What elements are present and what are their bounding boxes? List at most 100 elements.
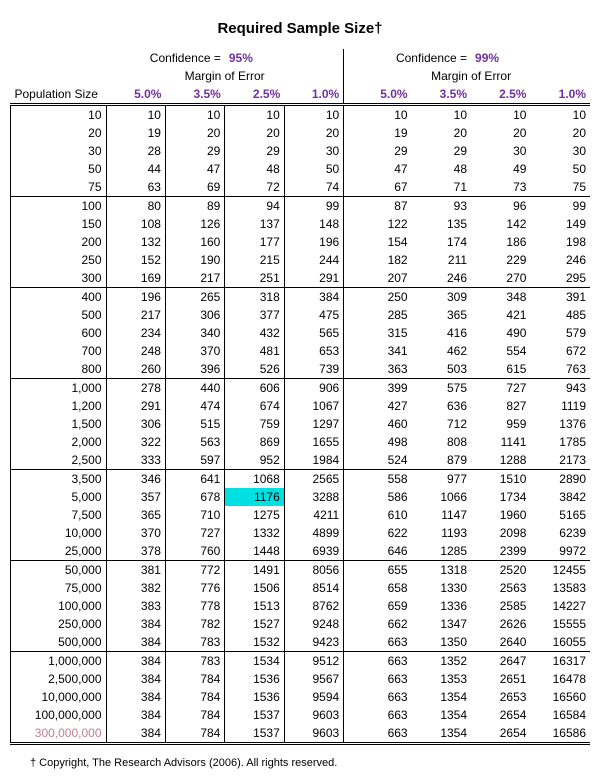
data-cell: 663 — [352, 706, 411, 724]
table-row: 756369727467717375 — [11, 178, 591, 197]
margin-header: 1.0% — [530, 85, 590, 105]
data-cell: 207 — [352, 269, 411, 288]
data-cell: 503 — [412, 360, 471, 379]
data-cell: 6939 — [284, 542, 343, 561]
data-cell: 2585 — [471, 597, 530, 615]
data-cell: 1352 — [412, 652, 471, 671]
population-cell: 1,000 — [11, 379, 107, 398]
data-cell: 265 — [165, 288, 224, 307]
data-cell: 490 — [471, 324, 530, 342]
data-cell: 15555 — [530, 615, 590, 633]
data-cell: 485 — [530, 306, 590, 324]
data-cell: 285 — [352, 306, 411, 324]
table-row: 400196265318384250309348391 — [11, 288, 591, 307]
confidence-value-99: 99% — [471, 49, 590, 67]
data-cell: 1534 — [225, 652, 284, 671]
table-row: 25,00037876014486939646128523999972 — [11, 542, 591, 561]
data-cell: 462 — [412, 342, 471, 360]
population-cell: 150 — [11, 215, 107, 233]
data-cell: 196 — [106, 288, 165, 307]
data-cell: 662 — [352, 615, 411, 633]
data-cell: 663 — [352, 670, 411, 688]
data-cell: 16560 — [530, 688, 590, 706]
data-cell: 20 — [165, 124, 224, 142]
data-cell: 8514 — [284, 579, 343, 597]
table-row: 250152190215244182211229246 — [11, 251, 591, 269]
data-cell: 515 — [165, 415, 224, 433]
table-row: 50,000381772149180566551318252012455 — [11, 561, 591, 580]
population-cell: 800 — [11, 360, 107, 379]
data-cell: 87 — [352, 197, 411, 216]
data-cell: 14227 — [530, 597, 590, 615]
data-cell: 1350 — [412, 633, 471, 652]
data-cell: 1066 — [412, 488, 471, 506]
data-cell: 28 — [106, 142, 165, 160]
data-cell: 784 — [165, 724, 224, 744]
margin-error-label-99: Margin of Error — [352, 67, 590, 85]
population-cell: 500 — [11, 306, 107, 324]
data-cell: 554 — [471, 342, 530, 360]
table-row: 100,000,00038478415379603663135426541658… — [11, 706, 591, 724]
data-cell: 1193 — [412, 524, 471, 542]
data-cell: 63 — [106, 178, 165, 197]
data-cell: 50 — [284, 160, 343, 178]
data-cell: 674 — [225, 397, 284, 415]
data-cell: 622 — [352, 524, 411, 542]
population-cell: 50,000 — [11, 561, 107, 580]
data-cell: 641 — [165, 470, 224, 489]
data-cell: 563 — [165, 433, 224, 451]
data-cell: 959 — [471, 415, 530, 433]
data-cell: 248 — [106, 342, 165, 360]
data-cell: 1506 — [225, 579, 284, 597]
data-cell: 108 — [106, 215, 165, 233]
data-cell: 149 — [530, 215, 590, 233]
data-cell: 384 — [106, 633, 165, 652]
data-cell: 586 — [352, 488, 411, 506]
data-cell: 154 — [352, 233, 411, 251]
data-cell: 2565 — [284, 470, 343, 489]
data-cell: 346 — [106, 470, 165, 489]
data-cell: 2626 — [471, 615, 530, 633]
data-cell: 1537 — [225, 706, 284, 724]
data-cell: 524 — [352, 451, 411, 470]
table-row: 2,500,000384784153695676631353265116478 — [11, 670, 591, 688]
data-cell: 1960 — [471, 506, 530, 524]
data-cell: 340 — [165, 324, 224, 342]
data-cell: 9972 — [530, 542, 590, 561]
data-cell: 3842 — [530, 488, 590, 506]
data-cell: 384 — [106, 706, 165, 724]
margin-header: 3.5% — [412, 85, 471, 105]
table-row: 3,5003466411068256555897715102890 — [11, 470, 591, 489]
table-row: 300,000,00038478415379603663135426541658… — [11, 724, 591, 744]
data-cell: 2654 — [471, 706, 530, 724]
data-cell: 291 — [284, 269, 343, 288]
margin-header: 2.5% — [471, 85, 530, 105]
table-row: 600234340432565315416490579 — [11, 324, 591, 342]
data-cell: 29 — [352, 142, 411, 160]
data-cell: 74 — [284, 178, 343, 197]
data-cell: 44 — [106, 160, 165, 178]
data-cell: 655 — [352, 561, 411, 580]
data-cell: 383 — [106, 597, 165, 615]
data-cell: 94 — [225, 197, 284, 216]
margin-header: 1.0% — [284, 85, 343, 105]
table-row: 10,00037072713324899622119320986239 — [11, 524, 591, 542]
data-cell: 2654 — [471, 724, 530, 744]
data-cell: 1332 — [225, 524, 284, 542]
table-row: 300169217251291207246270295 — [11, 269, 591, 288]
data-cell: 672 — [530, 342, 590, 360]
data-cell: 869 — [225, 433, 284, 451]
data-cell: 658 — [352, 579, 411, 597]
data-cell: 636 — [412, 397, 471, 415]
table-row: 1,000,000384783153495126631352264716317 — [11, 652, 591, 671]
data-cell: 10 — [165, 105, 224, 125]
data-cell: 196 — [284, 233, 343, 251]
population-cell: 7,500 — [11, 506, 107, 524]
data-cell: 772 — [165, 561, 224, 580]
data-cell: 9603 — [284, 706, 343, 724]
data-cell: 776 — [165, 579, 224, 597]
data-cell: 759 — [225, 415, 284, 433]
population-cell: 100,000 — [11, 597, 107, 615]
table-row: 200132160177196154174186198 — [11, 233, 591, 251]
data-cell: 16317 — [530, 652, 590, 671]
